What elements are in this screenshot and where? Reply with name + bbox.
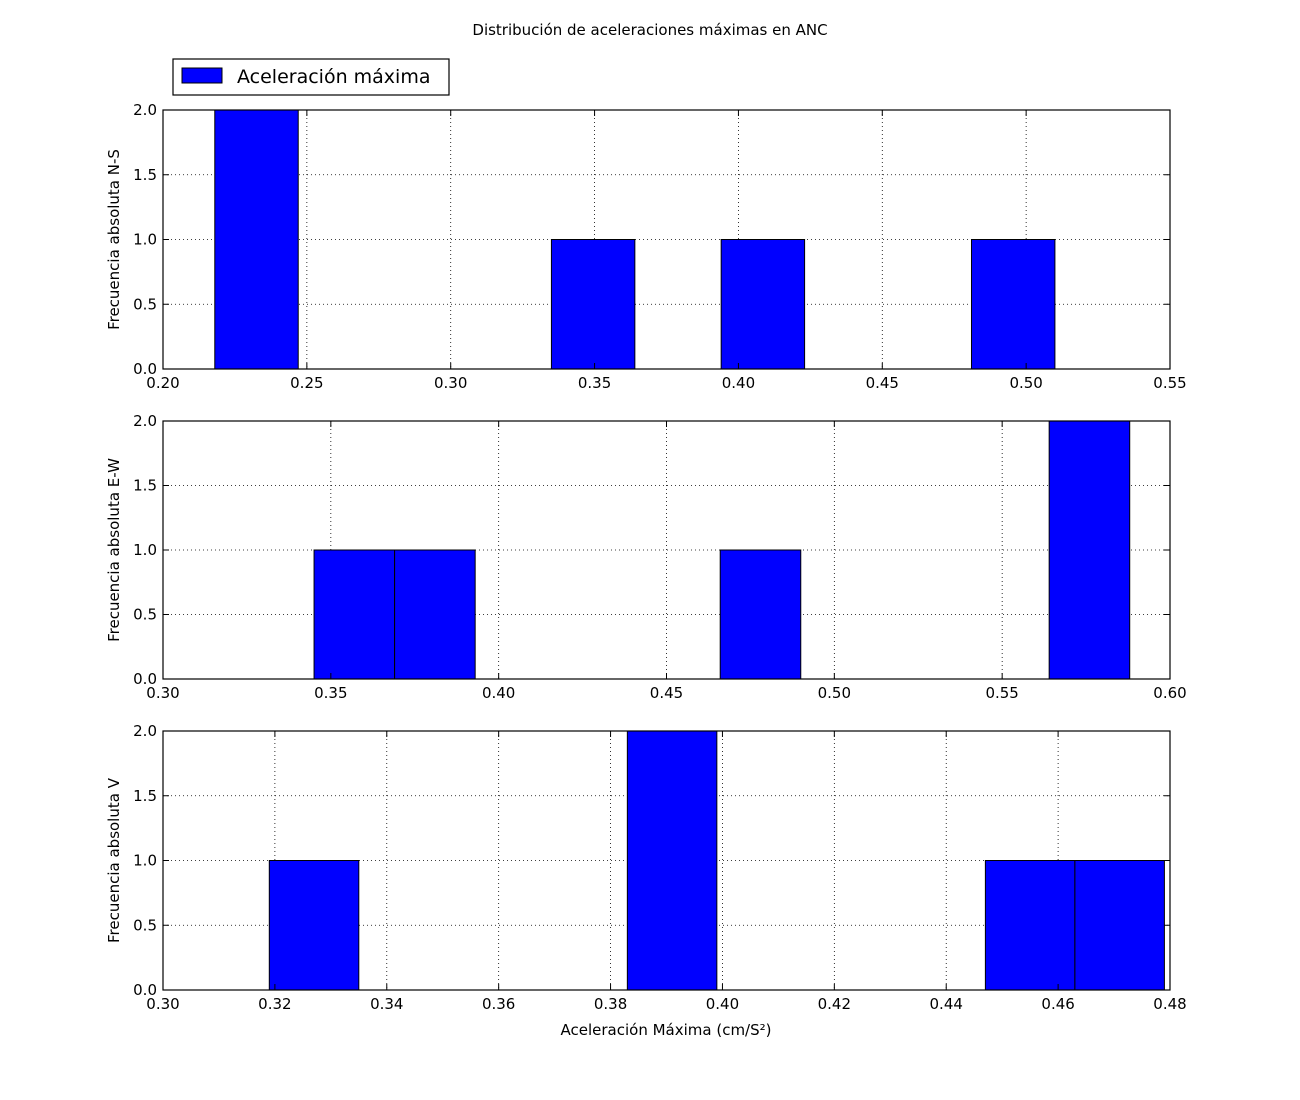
y-axis-label-vertical: Frecuencia absoluta V [105, 777, 123, 943]
x-tick-label: 0.40 [482, 684, 515, 702]
y-tick-label: 0.0 [133, 670, 157, 688]
y-tick-label: 2.0 [133, 412, 157, 430]
x-tick-label: 0.50 [818, 684, 851, 702]
legend: Aceleración máxima [172, 58, 450, 96]
histogram-bar [1048, 420, 1131, 680]
histogram-bar [970, 239, 1056, 370]
x-tick-label: 0.20 [146, 374, 179, 392]
panel-vertical: 0.30 0.32 0.34 0.36 0.38 0.40 0.42 0.44 0.46 0.48… [105, 722, 1187, 1013]
y-axis-label-north-south: Frecuencia absoluta N-S [105, 149, 123, 330]
histogram-bar [394, 549, 476, 680]
x-tick-label: 0.40 [722, 374, 755, 392]
histogram-bar [313, 549, 396, 680]
histogram-bar [268, 860, 360, 991]
y-tick-label: 0.0 [133, 981, 157, 999]
x-tick-label: 0.25 [290, 374, 323, 392]
x-axis-label: Aceleración Máxima (cm/S²) [561, 1021, 772, 1039]
y-tick-label: 2.0 [133, 722, 157, 740]
y-tick-label: 0.5 [133, 606, 157, 624]
chart-title: Distribución de aceleraciones máximas en… [472, 21, 827, 39]
y-axis-label-east-west: Frecuencia absoluta E-W [105, 458, 123, 642]
y-tick-label: 0.0 [133, 360, 157, 378]
x-tick-label: 0.34 [370, 995, 403, 1013]
x-tick-label: 0.45 [866, 374, 899, 392]
x-tick-label: 0.45 [650, 684, 683, 702]
x-tick-label: 0.44 [930, 995, 963, 1013]
legend-swatch [181, 67, 223, 84]
histogram-bar [984, 860, 1076, 991]
y-tick-label: 0.5 [133, 916, 157, 934]
panel-east-west: 0.30 0.35 0.40 0.45 0.50 0.55 0.60 0.0 0.5 1.0 1.5… [105, 412, 1187, 702]
histogram-bar [720, 239, 806, 370]
x-tick-label: 0.30 [146, 684, 179, 702]
x-tick-label: 0.42 [818, 995, 851, 1013]
y-tick-label: 1.5 [133, 166, 157, 184]
y-tick-label: 1.0 [133, 231, 157, 249]
x-tick-label: 0.60 [1153, 684, 1186, 702]
histogram-bar [550, 239, 636, 370]
histogram-bar [626, 730, 718, 991]
panel-north-south: 0.20 0.25 0.30 0.35 0.40 0.45 0.50 0.55 0.0 0.5 1.… [105, 101, 1187, 392]
y-tick-label: 2.0 [133, 101, 157, 119]
x-tick-label: 0.30 [146, 995, 179, 1013]
y-tick-label: 1.5 [133, 787, 157, 805]
x-tick-label: 0.55 [1153, 374, 1186, 392]
histogram-bar [719, 549, 802, 680]
x-tick-label: 0.55 [985, 684, 1018, 702]
legend-label: Aceleración máxima [237, 66, 430, 88]
y-tick-label: 0.5 [133, 295, 157, 313]
y-tick-label: 1.0 [133, 541, 157, 559]
y-tick-label: 1.5 [133, 477, 157, 495]
x-tick-label: 0.38 [594, 995, 627, 1013]
x-tick-label: 0.48 [1153, 995, 1186, 1013]
x-tick-label: 0.32 [258, 995, 291, 1013]
x-tick-label: 0.40 [706, 995, 739, 1013]
x-tick-label: 0.36 [482, 995, 515, 1013]
histogram-bar [1074, 860, 1165, 991]
x-tick-label: 0.46 [1041, 995, 1074, 1013]
x-tick-label: 0.30 [434, 374, 467, 392]
x-tick-label: 0.35 [578, 374, 611, 392]
y-tick-label: 1.0 [133, 852, 157, 870]
x-tick-label: 0.35 [314, 684, 347, 702]
histogram-bar [214, 109, 299, 370]
x-tick-label: 0.50 [1009, 374, 1042, 392]
